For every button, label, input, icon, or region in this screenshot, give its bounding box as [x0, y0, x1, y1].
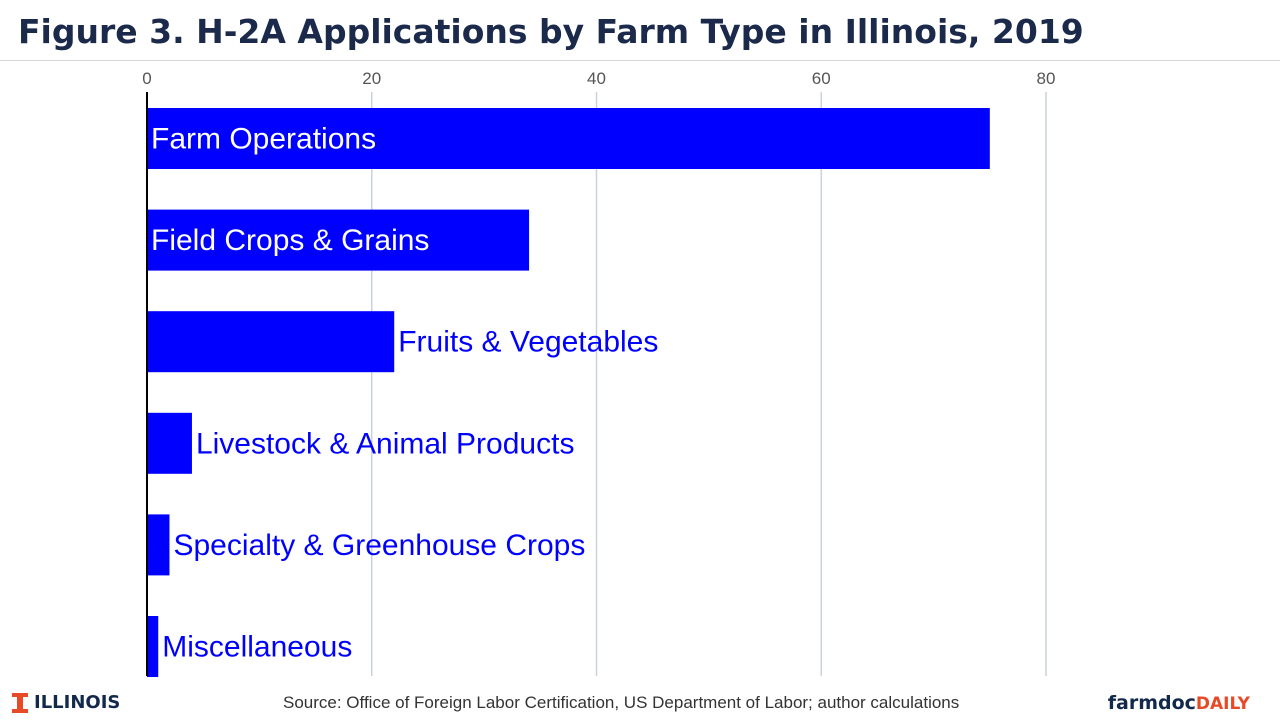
bar-3 — [147, 412, 192, 474]
bar-label-0: Farm Operations — [151, 123, 376, 156]
logo-daily: DAILY — [1195, 694, 1250, 714]
block-i-logo-icon — [12, 692, 28, 713]
source-note: Source: Office of Foreign Labor Certific… — [283, 693, 960, 712]
bar-chart: 0 20 40 60 80 Farm Operations Field Crops & Gr… — [142, 69, 1056, 677]
bar-label-1: Field Crops & Grains — [151, 224, 429, 257]
farmdoc-daily-logo: farmdocDAILY — [1108, 692, 1250, 714]
bar-4 — [147, 514, 170, 576]
logo-farmdoc: farmdoc — [1107, 692, 1196, 714]
bar-label-5: Miscellaneous — [162, 631, 352, 664]
bar-2 — [147, 311, 395, 373]
bar-1 — [147, 209, 530, 271]
x-tick-label: 20 — [362, 69, 381, 88]
illinois-brand: ILLINOIS — [12, 692, 120, 713]
x-tick-label: 80 — [1037, 69, 1056, 88]
bar-5 — [147, 616, 159, 677]
x-tick-label: 40 — [587, 69, 606, 88]
x-tick-label: 60 — [812, 69, 831, 88]
title-divider — [0, 60, 1280, 61]
bar-label-4: Specialty & Greenhouse Crops — [173, 529, 585, 562]
x-tick-label: 0 — [142, 69, 151, 88]
chart-title: Figure 3. H-2A Applications by Farm Type… — [18, 12, 1084, 51]
bar-label-3: Livestock & Animal Products — [196, 427, 575, 460]
bar-label-2: Fruits & Vegetables — [398, 326, 658, 359]
brand-name: ILLINOIS — [34, 692, 121, 713]
bar-0 — [147, 108, 990, 169]
